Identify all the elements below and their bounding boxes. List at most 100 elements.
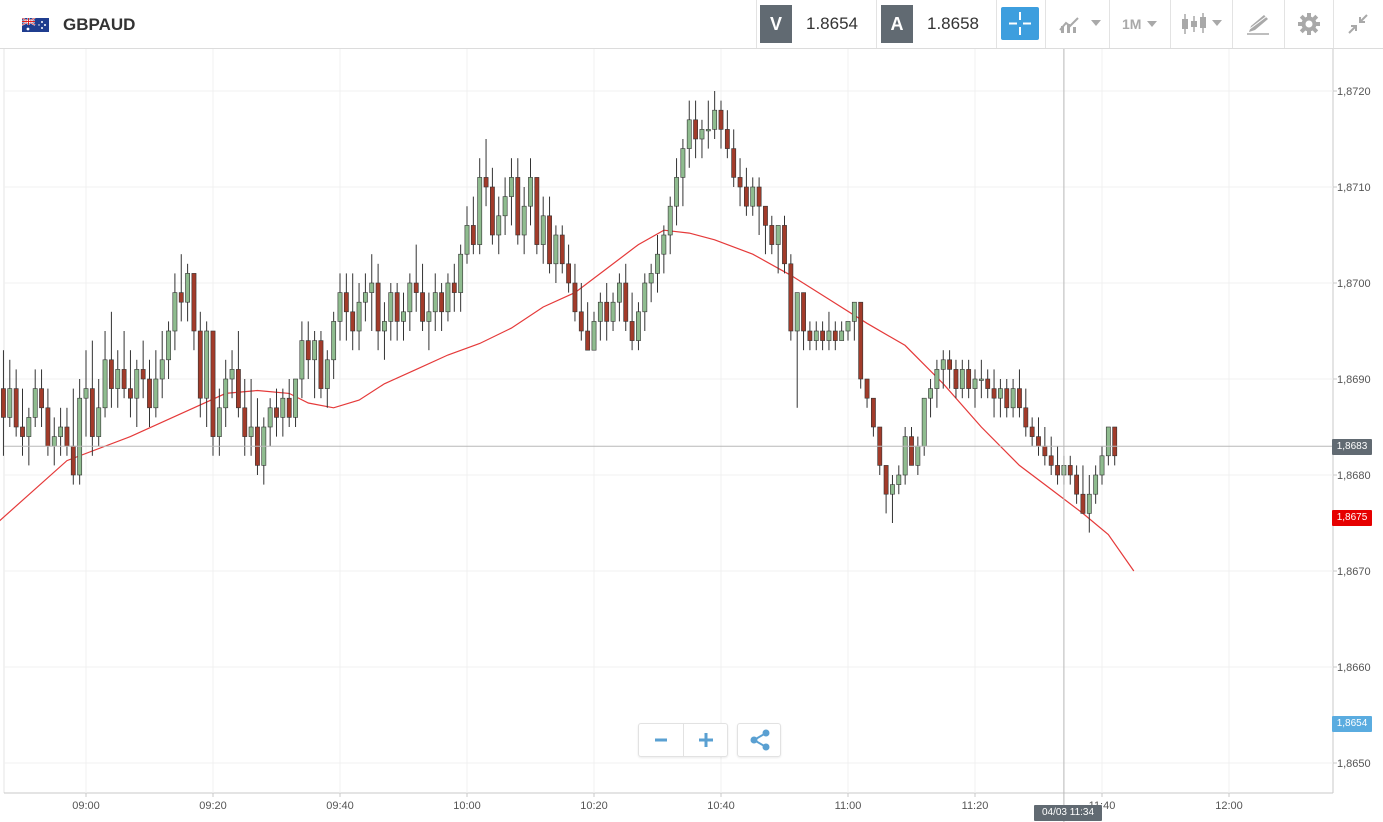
candle: [1023, 388, 1029, 437]
candle: [972, 369, 978, 408]
candle: [699, 119, 705, 159]
candle: [178, 254, 184, 322]
zoom-out-button[interactable]: [639, 724, 683, 756]
bid-price-button[interactable]: V 1.8654: [760, 5, 872, 43]
candle-body: [432, 292, 438, 313]
candle: [718, 100, 724, 149]
candle: [921, 397, 927, 456]
candle: [147, 359, 152, 427]
candle-body: [1010, 388, 1016, 409]
candle-body: [58, 426, 63, 437]
candle-body: [915, 445, 921, 466]
candle-body: [718, 109, 724, 130]
candle-body: [1112, 426, 1118, 457]
toolbar-divider: [1170, 0, 1171, 48]
candle: [1, 350, 6, 456]
candle: [737, 158, 743, 207]
candle: [870, 397, 876, 437]
candle-body: [667, 205, 673, 236]
candle-body: [978, 378, 984, 381]
candle: [236, 331, 241, 418]
candle-body: [991, 388, 997, 399]
candle-body: [128, 388, 133, 399]
chart-type-button[interactable]: [1052, 0, 1108, 48]
candle-body: [674, 177, 679, 207]
candle-body: [350, 311, 356, 332]
candle-body: [756, 186, 762, 207]
gear-icon: [1298, 13, 1320, 35]
candle-body: [89, 388, 95, 437]
candle-body: [737, 177, 743, 188]
candle-body: [610, 301, 616, 322]
candle: [788, 254, 794, 341]
candle: [128, 350, 133, 418]
candle: [70, 388, 76, 485]
candle-body: [559, 234, 565, 265]
timeframe-dropdown[interactable]: 1M: [1114, 0, 1170, 48]
chart-area[interactable]: 1,8650 1,8660 1,8670 1,8680 1,8690 1,8700 1,87…: [0, 49, 1383, 822]
candle-body: [178, 292, 184, 303]
share-button[interactable]: [737, 723, 781, 757]
candle-body: [1080, 493, 1086, 514]
candle: [877, 426, 883, 475]
toolbar-divider: [1045, 0, 1046, 48]
candle-body: [947, 359, 952, 370]
candle-body: [636, 311, 641, 341]
candle-body: [629, 321, 635, 341]
candle-body: [890, 484, 895, 495]
collapse-button[interactable]: [1337, 0, 1381, 48]
candle: [64, 407, 70, 456]
candlestick-icon: [1182, 13, 1206, 34]
candle: [750, 177, 756, 216]
candle-body: [648, 273, 654, 284]
candle-body: [293, 378, 298, 418]
candle-body: [870, 397, 876, 428]
candle: [559, 225, 565, 274]
toolbar-divider: [1333, 0, 1334, 48]
drawing-tools-button[interactable]: [1238, 0, 1284, 48]
candle-style-button[interactable]: [1176, 0, 1232, 48]
candle: [191, 273, 197, 351]
candle: [401, 292, 406, 341]
candle: [528, 158, 533, 226]
candle-body: [197, 330, 203, 399]
candle-body: [96, 407, 102, 437]
candle: [845, 321, 851, 341]
x-tick-label: 10:00: [453, 800, 481, 812]
settings-button[interactable]: [1289, 0, 1333, 48]
candle: [1099, 446, 1105, 485]
candle: [832, 321, 838, 351]
zoom-in-button[interactable]: [684, 724, 728, 756]
crosshair-button[interactable]: [1001, 7, 1039, 40]
candle-body: [997, 388, 1003, 399]
candle-body: [77, 397, 83, 476]
ma-price-tag: 1,8675: [1332, 510, 1372, 526]
candle-body: [1042, 445, 1048, 457]
candle: [242, 379, 248, 456]
candle-body: [401, 311, 406, 322]
last-price-tag: 1,8654: [1332, 716, 1372, 732]
candle-body: [680, 148, 686, 178]
price-chart[interactable]: 1,8650 1,8660 1,8670 1,8680 1,8690 1,8700 1,87…: [0, 49, 1383, 822]
candle: [540, 196, 546, 264]
candle-body: [451, 282, 457, 293]
candle: [439, 283, 444, 331]
moving-average-line: [0, 229, 1135, 572]
candle-body: [445, 282, 451, 313]
candle: [362, 273, 368, 322]
candle: [388, 283, 394, 341]
candle-body: [115, 369, 121, 389]
candle: [978, 359, 984, 399]
candle: [959, 359, 965, 399]
candle: [286, 379, 292, 427]
candle-body: [782, 225, 787, 265]
candle: [763, 205, 768, 255]
candle: [864, 378, 870, 408]
candle-body: [1067, 465, 1073, 476]
candle: [483, 139, 489, 207]
candle-body: [426, 311, 432, 322]
ask-price-button[interactable]: A 1.8658: [881, 5, 993, 43]
candle-body: [166, 330, 171, 361]
candle: [794, 292, 800, 408]
